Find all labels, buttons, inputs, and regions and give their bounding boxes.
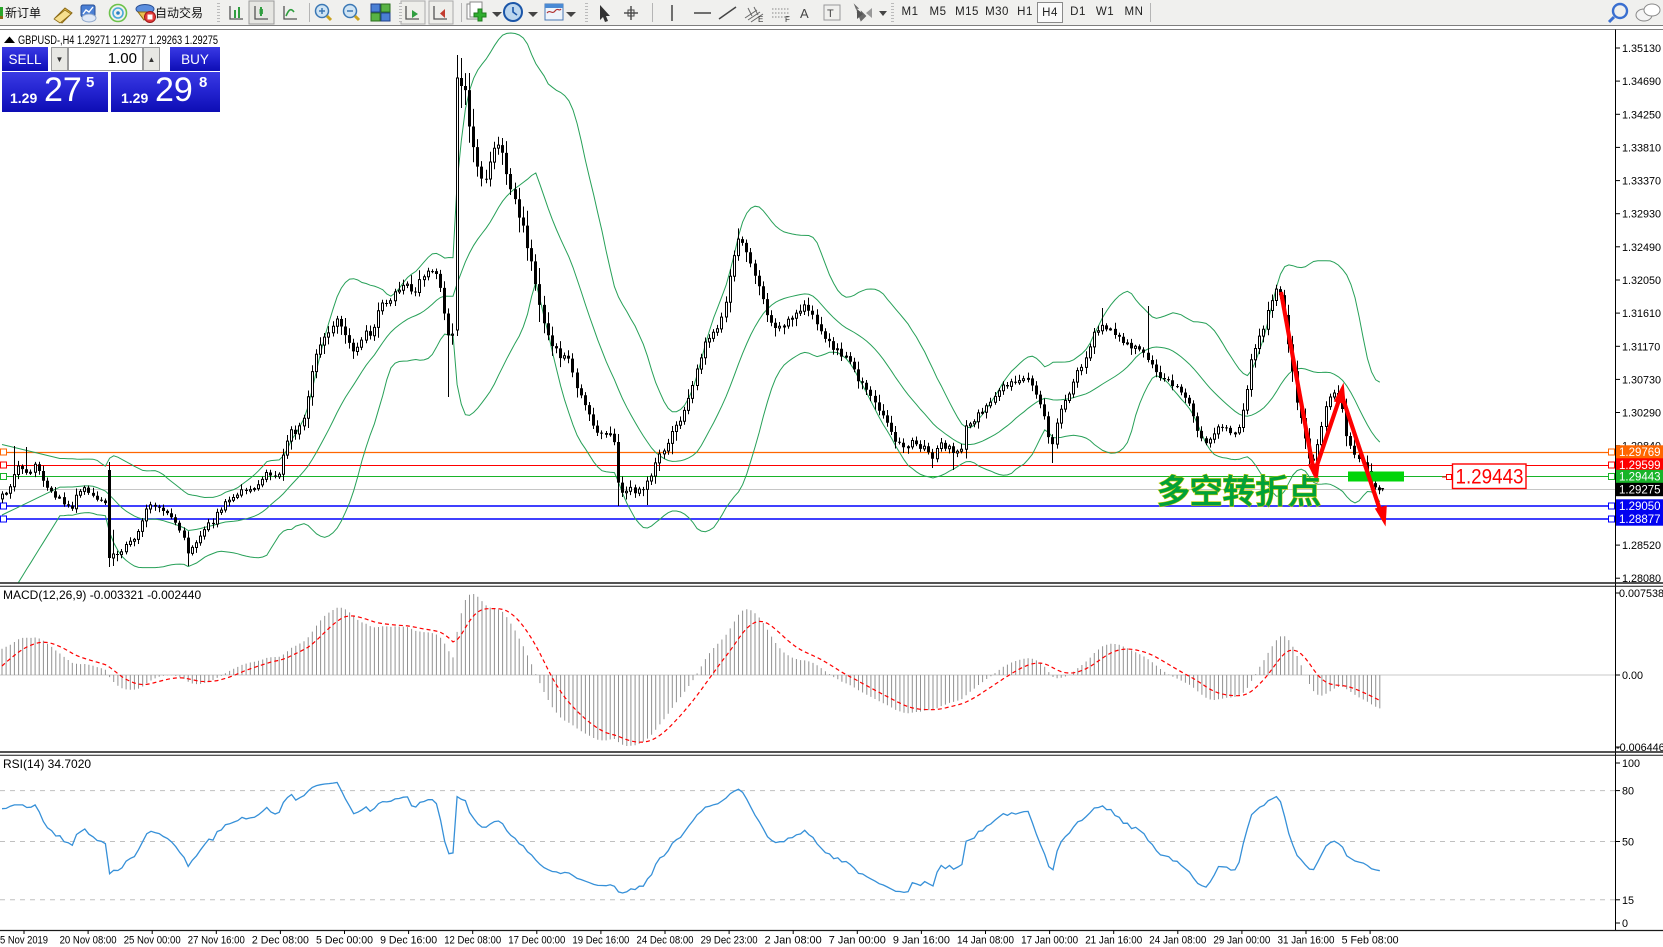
svg-text:1.33370: 1.33370 [1622, 176, 1661, 188]
svg-text:1.28520: 1.28520 [1622, 540, 1661, 552]
svg-text:1.28080: 1.28080 [1622, 573, 1661, 585]
svg-text:20 Nov 08:00: 20 Nov 08:00 [60, 935, 117, 947]
svg-text:1.30730: 1.30730 [1622, 374, 1661, 386]
svg-text:9 Dec 16:00: 9 Dec 16:00 [380, 935, 437, 947]
svg-text:RSI(14) 34.7020: RSI(14) 34.7020 [3, 757, 91, 771]
svg-text:-0.006446: -0.006446 [1616, 742, 1663, 754]
svg-text:E: E [758, 15, 763, 24]
svg-text:80: 80 [1622, 786, 1634, 798]
svg-text:1.30290: 1.30290 [1622, 408, 1661, 420]
svg-text:T: T [827, 8, 834, 20]
svg-text:24 Dec 08:00: 24 Dec 08:00 [637, 935, 694, 947]
svg-text:1.35130: 1.35130 [1622, 43, 1661, 55]
svg-text:7 Jan 00:00: 7 Jan 00:00 [829, 935, 886, 947]
svg-text:29 Jan 00:00: 29 Jan 00:00 [1213, 935, 1270, 947]
svg-text:1.32490: 1.32490 [1622, 242, 1661, 254]
svg-text:2 Dec 08:00: 2 Dec 08:00 [252, 935, 309, 947]
svg-text:27 Nov 16:00: 27 Nov 16:00 [188, 935, 245, 947]
svg-text:24 Jan 08:00: 24 Jan 08:00 [1149, 935, 1206, 947]
svg-text:0.00: 0.00 [1622, 670, 1643, 682]
svg-text:0: 0 [1622, 918, 1628, 930]
svg-text:100: 100 [1622, 758, 1640, 770]
svg-text:多空转折点: 多空转折点 [1157, 473, 1321, 510]
svg-text:MACD(12,26,9) -0.003321 -0.002: MACD(12,26,9) -0.003321 -0.002440 [3, 588, 201, 602]
svg-text:1.28877: 1.28877 [1619, 514, 1661, 526]
svg-text:15: 15 [1622, 895, 1634, 907]
svg-text:19 Dec 16:00: 19 Dec 16:00 [572, 935, 629, 947]
svg-text:12 Dec 08:00: 12 Dec 08:00 [444, 935, 501, 947]
svg-text:5 Nov 2019: 5 Nov 2019 [0, 935, 48, 947]
svg-text:1.33810: 1.33810 [1622, 142, 1661, 154]
svg-text:31 Jan 16:00: 31 Jan 16:00 [1278, 935, 1335, 947]
svg-text:1.34690: 1.34690 [1622, 76, 1661, 88]
svg-text:1.31610: 1.31610 [1622, 308, 1661, 320]
svg-text:1.29769: 1.29769 [1619, 447, 1661, 459]
svg-text:1.32930: 1.32930 [1622, 209, 1661, 221]
svg-text:21 Jan 16:00: 21 Jan 16:00 [1085, 935, 1142, 947]
svg-text:17 Jan 00:00: 17 Jan 00:00 [1021, 935, 1078, 947]
svg-text:14 Jan 08:00: 14 Jan 08:00 [957, 935, 1014, 947]
svg-text:50: 50 [1622, 837, 1634, 849]
svg-text:2 Jan 08:00: 2 Jan 08:00 [765, 935, 822, 947]
svg-text:1.29443: 1.29443 [1619, 472, 1661, 484]
svg-text:A: A [800, 6, 809, 21]
svg-text:1.29599: 1.29599 [1619, 460, 1661, 472]
svg-text:1.29050: 1.29050 [1619, 501, 1661, 513]
svg-text:F: F [785, 15, 790, 24]
svg-text:0.007538: 0.007538 [1619, 588, 1663, 600]
svg-text:29 Dec 23:00: 29 Dec 23:00 [701, 935, 758, 947]
svg-text:17 Dec 00:00: 17 Dec 00:00 [508, 935, 565, 947]
svg-text:GBPUSD-,H4 1.29271 1.29277 1.: GBPUSD-,H4 1.29271 1.29277 1.29263 1.292… [18, 35, 218, 47]
svg-text:5 Dec 00:00: 5 Dec 00:00 [316, 935, 373, 947]
svg-text:1.29275: 1.29275 [1619, 485, 1661, 497]
svg-text:1.29443: 1.29443 [1456, 466, 1524, 489]
svg-text:1.34250: 1.34250 [1622, 109, 1661, 121]
svg-text:25 Nov 00:00: 25 Nov 00:00 [124, 935, 181, 947]
svg-text:9 Jan 16:00: 9 Jan 16:00 [893, 935, 950, 947]
svg-text:1.31170: 1.31170 [1622, 341, 1660, 353]
svg-text:1.32050: 1.32050 [1622, 275, 1661, 287]
svg-text:5 Feb 08:00: 5 Feb 08:00 [1342, 935, 1399, 947]
